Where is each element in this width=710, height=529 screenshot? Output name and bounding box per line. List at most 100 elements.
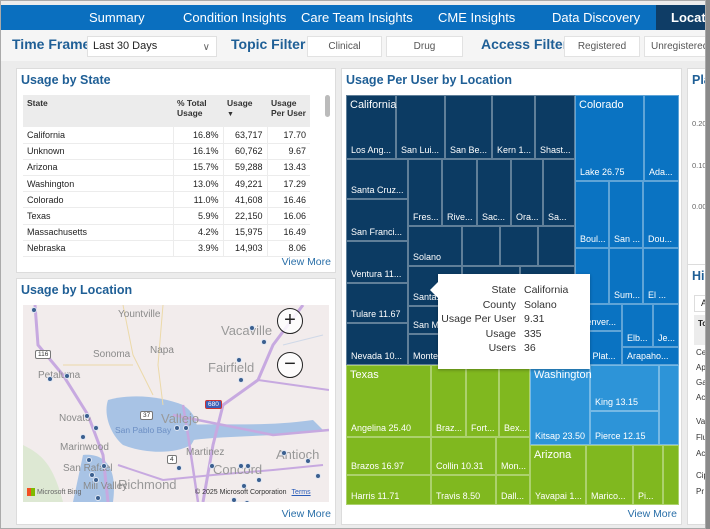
treemap-cell[interactable]: San Lui... bbox=[396, 95, 445, 159]
treemap-cell[interactable]: Pi... bbox=[633, 445, 663, 505]
location-map[interactable]: Yountville Vacaville Sonoma Napa Fairfie… bbox=[23, 305, 329, 502]
tab-summary[interactable]: Summary bbox=[89, 10, 145, 25]
partial-table-row[interactable]: Ce bbox=[696, 348, 706, 357]
map-marker[interactable] bbox=[281, 450, 287, 456]
table-scrollbar[interactable] bbox=[325, 95, 330, 117]
treemap-cell[interactable]: Travis 8.50 bbox=[431, 475, 496, 505]
treemap-cell[interactable]: Harris 11.71 bbox=[346, 475, 431, 505]
column-header-pct-total-usage[interactable]: % Total Usage bbox=[173, 95, 223, 127]
treemap-cell[interactable] bbox=[663, 445, 679, 505]
treemap-cell[interactable]: Angelina 25.40 bbox=[346, 365, 431, 437]
treemap-cell[interactable]: Shast... bbox=[535, 95, 575, 159]
treemap-cell[interactable]: Solano bbox=[408, 226, 462, 266]
partial-table-row[interactable]: Ac (in bbox=[696, 393, 706, 402]
partial-table-row[interactable]: Pr bbox=[696, 487, 704, 496]
map-zoom-out-button[interactable]: − bbox=[277, 352, 303, 378]
treemap-cell[interactable] bbox=[462, 226, 500, 266]
access-unregistered-button[interactable]: Unregistered bbox=[644, 36, 705, 57]
treemap-cell[interactable]: Sac... bbox=[477, 159, 511, 226]
topic-drug-button[interactable]: Drug bbox=[386, 36, 463, 57]
treemap-cell[interactable]: Brazos 16.97 bbox=[346, 437, 431, 475]
table-row[interactable]: Texas 5.9% 22,150 16.06 bbox=[23, 207, 310, 225]
column-header-state[interactable]: State bbox=[23, 95, 173, 127]
treemap-cell[interactable]: Elb... bbox=[622, 304, 653, 347]
table-row[interactable]: Arizona 15.7% 59,288 13.43 bbox=[23, 159, 310, 177]
map-marker[interactable] bbox=[93, 425, 99, 431]
map-marker[interactable] bbox=[174, 425, 180, 431]
treemap-cell[interactable]: King 13.15 bbox=[590, 365, 659, 411]
table-row[interactable]: Massachusetts 4.2% 15,975 16.49 bbox=[23, 224, 310, 241]
tab-data-discovery[interactable]: Data Discovery bbox=[552, 10, 641, 25]
treemap-cell[interactable]: Bex... bbox=[499, 365, 530, 437]
access-registered-button[interactable]: Registered bbox=[564, 36, 640, 57]
treemap-cell[interactable]: Los Ang... bbox=[346, 95, 396, 159]
treemap-cell[interactable]: Mon... bbox=[496, 437, 530, 475]
treemap-cell[interactable]: Braz... bbox=[431, 365, 466, 437]
treemap-cell[interactable]: Fres... bbox=[408, 159, 442, 226]
partial-table-row[interactable]: Ga bbox=[696, 378, 706, 387]
usage-by-location-view-more-link[interactable]: View More bbox=[281, 508, 331, 520]
treemap-cell[interactable]: Kitsap 23.50 bbox=[530, 365, 590, 445]
map-marker[interactable] bbox=[176, 465, 182, 471]
map-marker[interactable] bbox=[80, 434, 86, 440]
tab-location[interactable]: Locati bbox=[656, 5, 705, 30]
treemap-cell[interactable]: San ... bbox=[609, 181, 643, 248]
treemap-cell[interactable]: San Franci... bbox=[346, 199, 408, 241]
map-marker[interactable] bbox=[183, 425, 189, 431]
map-marker[interactable] bbox=[315, 473, 321, 479]
topic-clinical-button[interactable]: Clinical bbox=[307, 36, 382, 57]
treemap-cell[interactable]: Fort... bbox=[466, 365, 499, 437]
map-marker[interactable] bbox=[305, 458, 311, 464]
map-marker[interactable] bbox=[95, 495, 101, 501]
map-marker[interactable] bbox=[93, 477, 99, 483]
tab-cme-insights[interactable]: CME Insights bbox=[438, 10, 516, 25]
usage-by-state-view-more-link[interactable]: View More bbox=[281, 256, 331, 268]
map-marker[interactable] bbox=[101, 463, 107, 469]
treemap-cell[interactable]: Yavapai 1... bbox=[530, 445, 586, 505]
treemap-cell[interactable]: Sa... bbox=[543, 159, 575, 226]
treemap-cell[interactable]: Dou... bbox=[643, 181, 679, 248]
treemap-cell[interactable]: Rive... bbox=[442, 159, 477, 226]
map-marker[interactable] bbox=[256, 477, 262, 483]
map-marker[interactable] bbox=[249, 325, 255, 331]
map-marker[interactable] bbox=[209, 463, 215, 469]
partial-table-control[interactable]: A bbox=[694, 295, 705, 312]
treemap-cell[interactable]: Boul... bbox=[575, 181, 609, 248]
treemap-cell[interactable]: Tulare 11.67 bbox=[346, 283, 408, 323]
treemap-cell[interactable]: El ... bbox=[643, 248, 679, 304]
treemap-cell[interactable] bbox=[659, 365, 679, 445]
table-row[interactable]: Washington 13.0% 49,221 17.29 bbox=[23, 175, 310, 193]
table-row[interactable]: Unknown 16.1% 60,762 9.67 bbox=[23, 143, 310, 160]
time-frame-dropdown[interactable]: Last 30 Days ∨ bbox=[87, 36, 217, 57]
treemap-cell[interactable] bbox=[500, 226, 538, 266]
treemap-cell[interactable]: Dall... bbox=[496, 475, 530, 505]
terms-link[interactable]: Terms bbox=[291, 489, 311, 496]
tab-care-team-insights[interactable]: Care Team Insights bbox=[301, 10, 413, 25]
treemap-cell[interactable]: Marico... bbox=[586, 445, 633, 505]
treemap-cell[interactable]: Arapaho... bbox=[622, 347, 679, 365]
partial-table-row[interactable]: Cip bbox=[696, 471, 705, 480]
map-marker[interactable] bbox=[86, 457, 92, 463]
treemap-cell[interactable]: Ora... bbox=[511, 159, 543, 226]
map-marker[interactable] bbox=[238, 377, 244, 383]
table-row[interactable]: California 16.8% 63,717 17.70 bbox=[23, 127, 310, 144]
map-marker[interactable] bbox=[244, 500, 250, 502]
map-marker[interactable] bbox=[47, 376, 53, 382]
map-marker[interactable] bbox=[238, 463, 244, 469]
treemap-cell[interactable] bbox=[538, 226, 575, 266]
map-marker[interactable] bbox=[241, 483, 247, 489]
map-marker[interactable] bbox=[231, 497, 237, 502]
map-marker[interactable] bbox=[245, 463, 251, 469]
treemap-cell[interactable]: Je... bbox=[653, 304, 679, 347]
treemap-cell[interactable]: Sum... bbox=[609, 248, 643, 304]
treemap-cell[interactable]: Pierce 12.15 bbox=[590, 411, 659, 445]
map-marker[interactable] bbox=[89, 472, 95, 478]
usage-per-user-view-more-link[interactable]: View More bbox=[627, 508, 677, 520]
treemap-cell[interactable]: Santa Cruz... bbox=[346, 159, 408, 199]
table-row[interactable]: Nebraska 3.9% 14,903 8.06 bbox=[23, 240, 310, 258]
map-marker[interactable] bbox=[64, 373, 70, 379]
column-header-usage[interactable]: Usage ▼ bbox=[223, 95, 267, 127]
partial-table-row[interactable]: Flu bbox=[696, 433, 705, 442]
map-marker[interactable] bbox=[31, 307, 37, 313]
treemap-cell[interactable]: Ventura 11... bbox=[346, 241, 408, 283]
